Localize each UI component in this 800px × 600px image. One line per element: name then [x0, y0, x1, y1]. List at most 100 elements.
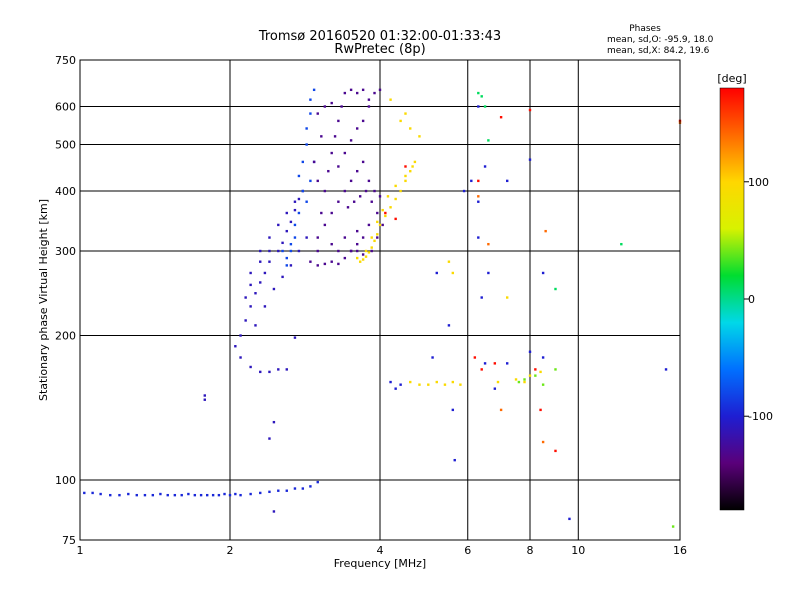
- data-point: [285, 264, 288, 267]
- data-point: [343, 189, 347, 193]
- data-point: [316, 112, 319, 115]
- data-point: [477, 91, 480, 95]
- data-point: [370, 246, 373, 249]
- data-point: [272, 420, 276, 424]
- data-point: [211, 493, 215, 497]
- data-point: [320, 135, 323, 138]
- data-point: [289, 249, 293, 253]
- data-point: [330, 101, 333, 105]
- data-point: [234, 492, 237, 496]
- data-point: [330, 260, 333, 263]
- data-point: [431, 356, 434, 359]
- data-point: [361, 258, 365, 261]
- data-point: [528, 374, 532, 377]
- data-point: [309, 179, 312, 183]
- data-point: [203, 394, 206, 397]
- data-point: [394, 387, 397, 390]
- data-point: [487, 139, 490, 142]
- data-point: [337, 262, 340, 266]
- data-point: [305, 200, 308, 203]
- data-point: [355, 242, 359, 246]
- data-point: [671, 525, 675, 528]
- data-point: [361, 88, 365, 92]
- data-point: [528, 158, 532, 161]
- data-point: [381, 208, 384, 212]
- data-point: [473, 356, 477, 359]
- data-point: [333, 135, 337, 138]
- y-tick-label: 400: [55, 185, 76, 198]
- data-points: [83, 88, 682, 528]
- colorbar-label: [deg]: [717, 72, 746, 85]
- data-point: [223, 492, 226, 496]
- data-point: [373, 239, 376, 243]
- plot-grid: [80, 60, 680, 540]
- data-point: [305, 143, 308, 146]
- data-point: [293, 223, 297, 227]
- data-point: [263, 305, 267, 308]
- colorbar-tick-label: 0: [748, 293, 755, 306]
- data-point: [199, 493, 203, 497]
- data-point: [343, 151, 347, 155]
- data-point: [409, 380, 412, 384]
- data-point: [259, 249, 262, 253]
- data-point: [343, 91, 347, 95]
- data-point: [487, 271, 490, 275]
- data-point: [470, 179, 473, 183]
- data-point: [316, 236, 319, 239]
- data-point: [355, 127, 359, 130]
- data-point: [361, 119, 365, 123]
- x-tick-label: 16: [673, 544, 687, 557]
- data-point: [381, 223, 384, 227]
- data-point: [418, 135, 421, 138]
- data-point: [554, 449, 557, 453]
- data-point: [367, 251, 371, 254]
- data-point: [358, 260, 362, 263]
- y-axis-label: Stationary phase Virtual Height [km]: [37, 199, 50, 401]
- data-point: [281, 249, 284, 253]
- data-point: [394, 184, 397, 188]
- data-point: [499, 408, 503, 412]
- data-point: [277, 249, 280, 253]
- data-point: [118, 493, 121, 497]
- data-point: [135, 493, 138, 497]
- stats-heading: Phases: [629, 24, 661, 34]
- data-point: [330, 211, 333, 215]
- data-point: [249, 305, 252, 308]
- data-point: [404, 174, 407, 178]
- data-point: [539, 408, 542, 412]
- data-point: [384, 214, 387, 218]
- x-tick-label: 1: [77, 544, 84, 557]
- data-point: [370, 200, 373, 203]
- data-point: [554, 368, 557, 371]
- data-point: [483, 165, 487, 168]
- data-point: [378, 195, 382, 198]
- data-point: [528, 350, 532, 353]
- data-point: [254, 292, 257, 295]
- plot-frame: [79, 59, 681, 541]
- data-point: [517, 380, 521, 384]
- data-point: [404, 112, 407, 115]
- data-point: [277, 368, 280, 371]
- data-point: [293, 200, 297, 203]
- data-point: [370, 249, 373, 253]
- data-point: [259, 491, 262, 495]
- data-point: [480, 95, 483, 98]
- data-point: [323, 105, 327, 108]
- data-point: [554, 287, 557, 291]
- data-point: [367, 179, 371, 183]
- data-point: [99, 492, 102, 496]
- stats-line-o: mean, sd,O: -95.9, 18.0: [607, 35, 714, 45]
- data-point: [239, 334, 242, 337]
- data-point: [480, 368, 483, 371]
- data-point: [193, 493, 197, 497]
- data-point: [289, 242, 293, 246]
- data-point: [493, 387, 497, 390]
- data-point: [309, 98, 312, 101]
- data-point: [349, 249, 353, 253]
- data-point: [389, 98, 392, 101]
- colorbar-tick-label: -100: [748, 410, 773, 423]
- data-point: [404, 179, 407, 183]
- colorbar-tick-label: 100: [748, 176, 769, 189]
- data-point: [277, 489, 280, 492]
- data-point: [399, 119, 402, 123]
